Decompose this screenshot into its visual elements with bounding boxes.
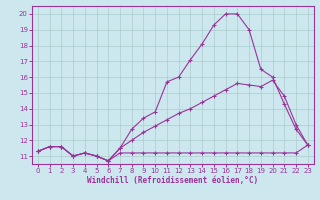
X-axis label: Windchill (Refroidissement éolien,°C): Windchill (Refroidissement éolien,°C): [87, 176, 258, 185]
